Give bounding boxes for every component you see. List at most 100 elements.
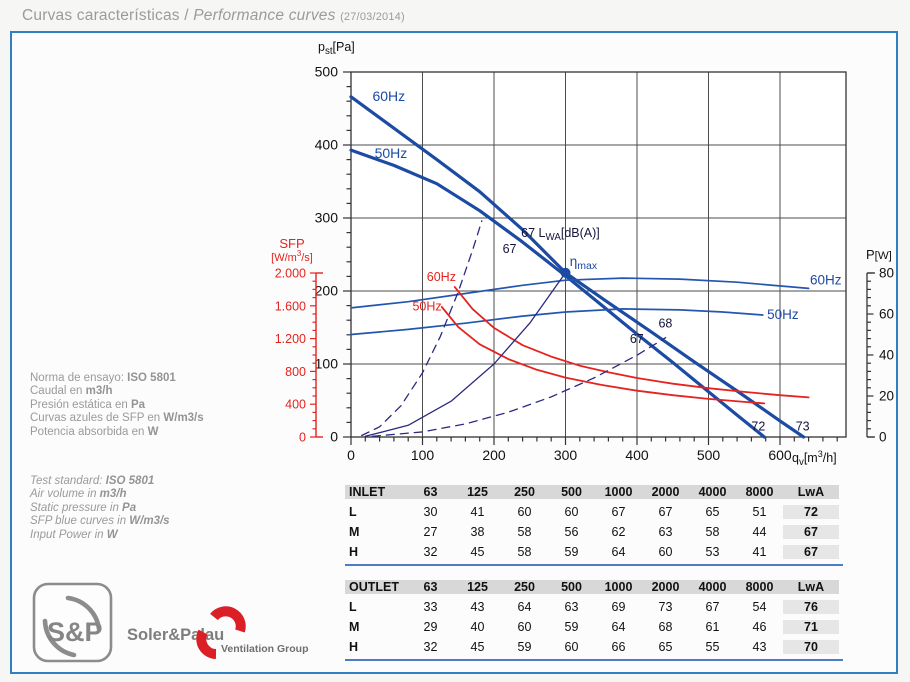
curve-sfp-50Hz (440, 306, 766, 405)
label-lwa-68: 68 (658, 317, 672, 331)
logo-arc-top-icon (65, 595, 102, 632)
p-axis-tick-label: 0 (879, 430, 887, 445)
y-axis-tick-label: 100 (315, 356, 339, 372)
table-cell: 67 (658, 505, 673, 519)
table-cell: 60 (564, 505, 579, 519)
table-cell: 70 (783, 640, 839, 654)
table-cell: 68 (658, 620, 673, 634)
table-header-cell: 8000 (736, 485, 783, 499)
info-line-english: Test standard: ISO 5801 (30, 475, 155, 487)
label-50hz-pressure: 50Hz (375, 145, 408, 161)
plot-border (350, 71, 847, 438)
table-cell: 64 (517, 600, 532, 614)
table-cell: 45 (470, 640, 485, 654)
inlet-sound-table: INLET 63 125 250 500 1000 2000 4000 8000 LwA L 30 41… (345, 482, 845, 566)
y-axis-tick-label: 300 (315, 210, 339, 226)
table-header-cell: 63 (407, 580, 454, 594)
info-line-english: SFP blue curves in W/m3/s (30, 515, 170, 528)
table-cell: L (349, 600, 357, 614)
table-cell: 65 (658, 640, 673, 654)
p-axis-tick-label: 40 (879, 348, 894, 363)
p-axis-label: P[W] (866, 247, 892, 262)
table-cell: 67 (783, 525, 839, 539)
table-cell: 67 (705, 600, 720, 614)
sfp-axis-label-2: [W/m3/s] (271, 249, 313, 264)
pst-axis-label: pst[Pa] (318, 40, 355, 57)
plot-area (351, 72, 846, 437)
table-row: H 32 45 59 60 66 65 55 43 70 (345, 637, 845, 657)
brand-group: Ventilation Group (221, 643, 309, 655)
units-info-spanish: Norma de ensayo: ISO 5801 Caudal en m3/h P… (30, 372, 204, 439)
y-axis-tick-label: 0 (330, 429, 338, 445)
sfp-axis-tick-label: 1.600 (275, 299, 306, 313)
info-line-spanish: Presión estática en Pa (30, 398, 146, 411)
table-header-cell: 500 (548, 485, 595, 499)
table-header-cell: 4000 (689, 485, 736, 499)
table-cell: 69 (611, 600, 626, 614)
y-axis-tick-label: 200 (315, 283, 339, 299)
table-cell: 41 (752, 545, 767, 559)
table-row: H 32 45 58 59 64 60 53 41 67 (345, 542, 845, 562)
table-cell: H (349, 640, 359, 654)
table-cell: 43 (470, 600, 485, 614)
table-header-cell: 4000 (689, 580, 736, 594)
table-row: L 33 43 64 63 69 73 67 54 76 (345, 597, 845, 617)
label-60hz-sfp: 60Hz (427, 270, 456, 284)
table-cell: 30 (423, 505, 438, 519)
title-date: (27/03/2014) (340, 11, 405, 23)
x-axis-tick-label: 500 (697, 447, 721, 463)
table-cell: 33 (423, 600, 438, 614)
info-line-spanish: Curvas azules de SFP en W/m3/s (30, 412, 204, 425)
table-cell: 63 (564, 600, 579, 614)
curve-pressure-60Hz (349, 95, 806, 439)
table-header-row: INLET 63 125 250 500 1000 2000 4000 8000 LwA (345, 482, 845, 502)
label-lwa-72: 72 (751, 419, 765, 433)
label-lwa-67b: 67 (630, 332, 644, 346)
table-row: L 30 41 60 60 67 67 65 51 72 (345, 502, 845, 522)
table-header-cell: 63 (407, 485, 454, 499)
logo-monogram: S&P (47, 617, 103, 647)
sfp-axis-tick-label: 0 (299, 431, 306, 445)
units-info-english: Test standard: ISO 5801 Air volume in m3/… (30, 475, 170, 542)
curve-pressure-50Hz (349, 148, 766, 439)
x-axis-tick-label: 400 (625, 447, 649, 463)
table-cell: 63 (658, 525, 673, 539)
table-cell: 40 (470, 620, 485, 634)
table-cell: 60 (517, 620, 532, 634)
label-50hz-power: 50Hz (767, 307, 799, 322)
info-line-spanish: Caudal en m3/h (30, 385, 113, 398)
info-line-spanish: Norma de ensayo: ISO 5801 (30, 372, 176, 384)
table-header-cell: LwA (783, 580, 839, 594)
curve-power-50Hz (350, 308, 764, 336)
table-cell: 59 (517, 640, 532, 654)
table-header-cell: 250 (501, 580, 548, 594)
table-cell: 71 (783, 620, 839, 634)
table-cell: 58 (517, 545, 532, 559)
p-axis-tick-label: 80 (879, 266, 894, 281)
table-row: M 27 38 58 56 62 63 58 44 67 (345, 522, 845, 542)
table-cell: 62 (611, 525, 626, 539)
table-cell: 64 (611, 545, 626, 559)
curve-sfp-60Hz (453, 286, 810, 399)
x-axis-tick-label: 100 (411, 447, 435, 463)
table-header-cell: OUTLET (345, 580, 407, 594)
table-cell: H (349, 545, 359, 559)
table-underline (345, 564, 843, 566)
info-line-spanish: Potencia absorbida en W (30, 425, 159, 438)
table-cell: 65 (705, 505, 720, 519)
curve-efficiency-curve (364, 272, 567, 437)
label-lwa-title: 67 LWA[dB(A)] (521, 226, 600, 243)
performance-chart: 0 100 200 300 400 500 60050040030020010002.000… (271, 40, 894, 468)
curve-working-range-max (371, 337, 667, 437)
y-axis-tick-label: 400 (315, 137, 339, 153)
table-header-row: OUTLET 63 125 250 500 1000 2000 4000 8000 LwA (345, 577, 845, 597)
table-cell: 64 (611, 620, 626, 634)
brand-name: Soler&Palau (127, 626, 224, 644)
table-cell: M (349, 620, 360, 634)
y-axis-tick-label: 500 (315, 64, 339, 80)
table-header-cell: 2000 (642, 485, 689, 499)
table-cell: 60 (658, 545, 673, 559)
curve-power-60Hz (350, 277, 810, 309)
table-cell: 59 (564, 620, 579, 634)
